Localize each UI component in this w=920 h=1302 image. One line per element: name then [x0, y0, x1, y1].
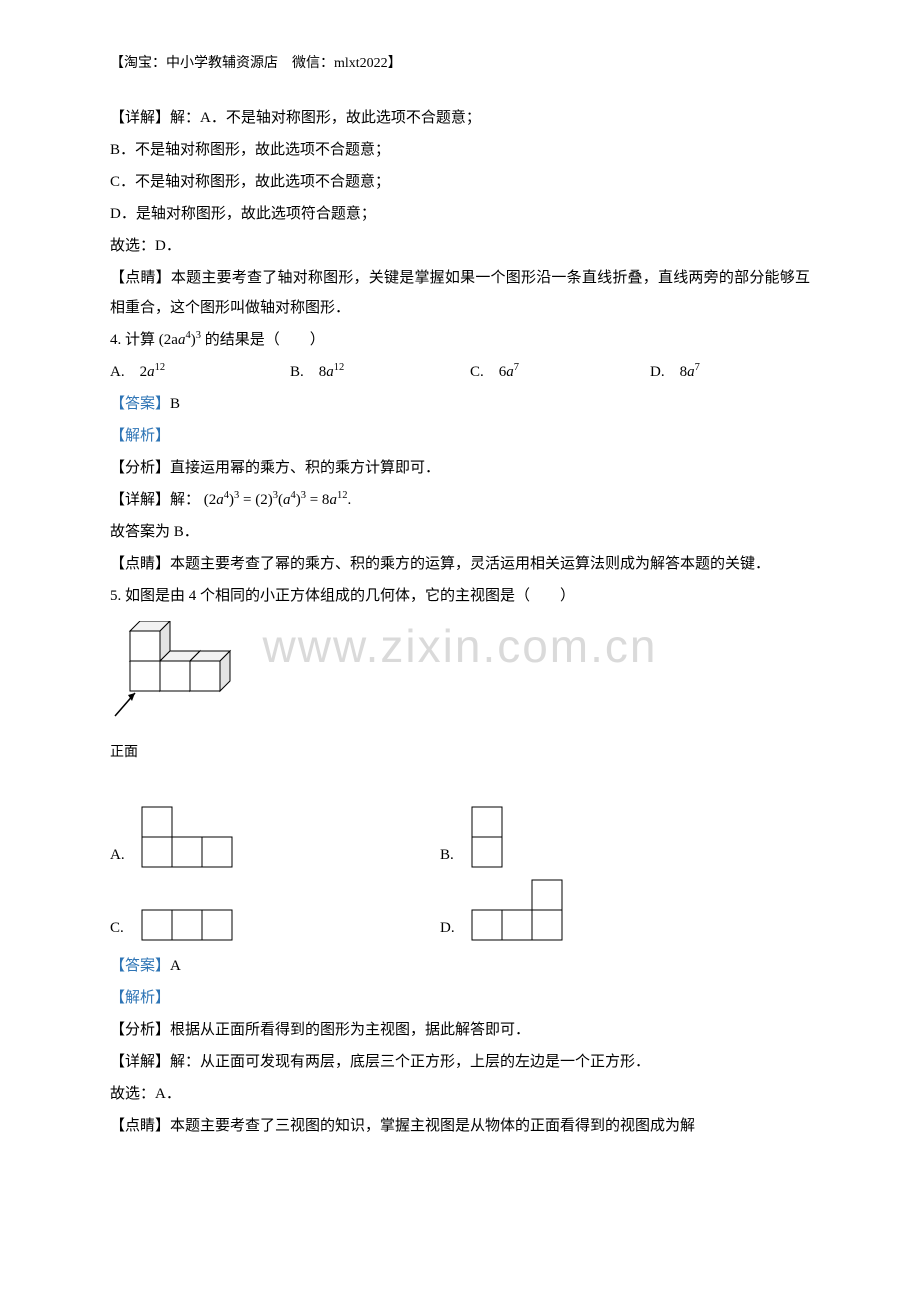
q4-stem-prefix: 4. 计算 — [110, 332, 155, 348]
q4-stem: 4. 计算 (2aa4)3 的结果是（ ） — [110, 325, 810, 355]
opt-d-coef: 8 — [680, 364, 688, 380]
q5-dianjing: 【点睛】本题主要考查了三视图的知识，掌握主视图是从物体的正面看得到的视图成为解 — [110, 1111, 810, 1141]
q5-answer-text: A — [170, 958, 181, 974]
q5-fenxi: 【分析】根据从正面所看得到的图形为主视图，据此解答即可． — [110, 1015, 810, 1045]
opt-b-exp: 12 — [334, 362, 345, 373]
q4-fenxi: 【分析】直接运用幂的乘方、积的乘方计算即可． — [110, 453, 810, 483]
opt-c-label: C. — [470, 364, 499, 380]
q5-optD-label: D. — [440, 913, 470, 943]
q3-dianjing: 【点睛】本题主要考查了轴对称图形，关键是掌握如果一个图形沿一条直线折叠，直线两旁… — [110, 263, 810, 323]
q4-dianjing: 【点睛】本题主要考查了幂的乘方、积的乘方的运算，灵活运用相关运算法则成为解答本题… — [110, 549, 810, 579]
q4-stem-suffix: 的结果是（ ） — [205, 332, 325, 348]
q5-optA-label: A. — [110, 840, 140, 870]
q4-work: (2a4)3 = (2)3(a4)3 = 8a12. — [204, 492, 351, 508]
opt-b-var: a — [326, 364, 334, 380]
q4-conclusion: 故答案为 B． — [110, 517, 810, 547]
q4-options: A. 2a12 B. 8a12 C. 6a7 D. 8a7 — [110, 357, 810, 387]
opt-a-coef: 2 — [140, 364, 148, 380]
opt-a-label: A. — [110, 364, 140, 380]
q5-optB-label: B. — [440, 840, 470, 870]
front-label: 正面 — [110, 739, 810, 767]
q3-opt-a-text: A．不是轴对称图形，故此选项不合题意； — [200, 110, 481, 126]
q4-opt-d: D. 8a7 — [650, 357, 700, 387]
q4-answer: 【答案】B — [110, 389, 810, 419]
q3-pick: 故选：D． — [110, 231, 810, 261]
opt-c-exp: 7 — [514, 362, 519, 373]
q4-base: 2a — [164, 332, 178, 348]
answer-label: 【答案】 — [110, 396, 170, 412]
q4-detail-prefix: 【详解】解： — [110, 492, 200, 508]
opt-b-label: B. — [290, 364, 319, 380]
detail-label: 【详解】解： — [110, 110, 200, 126]
opt-c-var: a — [506, 364, 514, 380]
q5-pick: 故选：A． — [110, 1079, 810, 1109]
q3-opt-b: B．不是轴对称图形，故此选项不合题意； — [110, 135, 810, 165]
q4-answer-text: B — [170, 396, 180, 412]
q5-figD — [470, 878, 565, 943]
q5-row-ab: A. B. — [110, 805, 810, 870]
cube-diagram — [110, 621, 240, 726]
q5-optC-label: C. — [110, 913, 140, 943]
q3-detail-a: 【详解】解：A．不是轴对称图形，故此选项不合题意； — [110, 103, 810, 133]
answer-label: 【答案】 — [110, 958, 170, 974]
q4-opt-b: B. 8a12 — [290, 357, 470, 387]
q5-figB — [470, 805, 505, 870]
q5-figC — [140, 908, 235, 943]
q5-figA — [140, 805, 235, 870]
q5-detail: 【详解】解：从正面可发现有两层，底层三个正方形，上层的左边是一个正方形． — [110, 1047, 810, 1077]
q5-row-cd: C. D. — [110, 878, 810, 943]
q5-analysis-label: 【解析】 — [110, 983, 810, 1013]
opt-a-exp: 12 — [155, 362, 166, 373]
q4-outer-exp: 3 — [196, 330, 201, 341]
q4-opt-c: C. 6a7 — [470, 357, 650, 387]
q5-stem: 5. 如图是由 4 个相同的小正方体组成的几何体，它的主视图是（ ） — [110, 581, 810, 611]
q4-expr: (2aa4)3 — [159, 332, 201, 348]
page-header: 【淘宝：中小学教辅资源店 微信：mlxt2022】 — [110, 50, 810, 78]
q4-inner-exp: 4 — [185, 330, 190, 341]
q4-detail: 【详解】解： (2a4)3 = (2)3(a4)3 = 8a12. — [110, 485, 810, 515]
q5-answer: 【答案】A — [110, 951, 810, 981]
opt-a-var: a — [147, 364, 155, 380]
opt-d-var: a — [687, 364, 695, 380]
q3-opt-c: C．不是轴对称图形，故此选项不合题意； — [110, 167, 810, 197]
opt-d-exp: 7 — [695, 362, 700, 373]
q3-opt-d: D．是轴对称图形，故此选项符合题意； — [110, 199, 810, 229]
q5-solid-figure: 正面 — [110, 621, 810, 767]
q4-opt-a: A. 2a12 — [110, 357, 290, 387]
opt-d-label: D. — [650, 364, 680, 380]
q4-analysis-label: 【解析】 — [110, 421, 810, 451]
